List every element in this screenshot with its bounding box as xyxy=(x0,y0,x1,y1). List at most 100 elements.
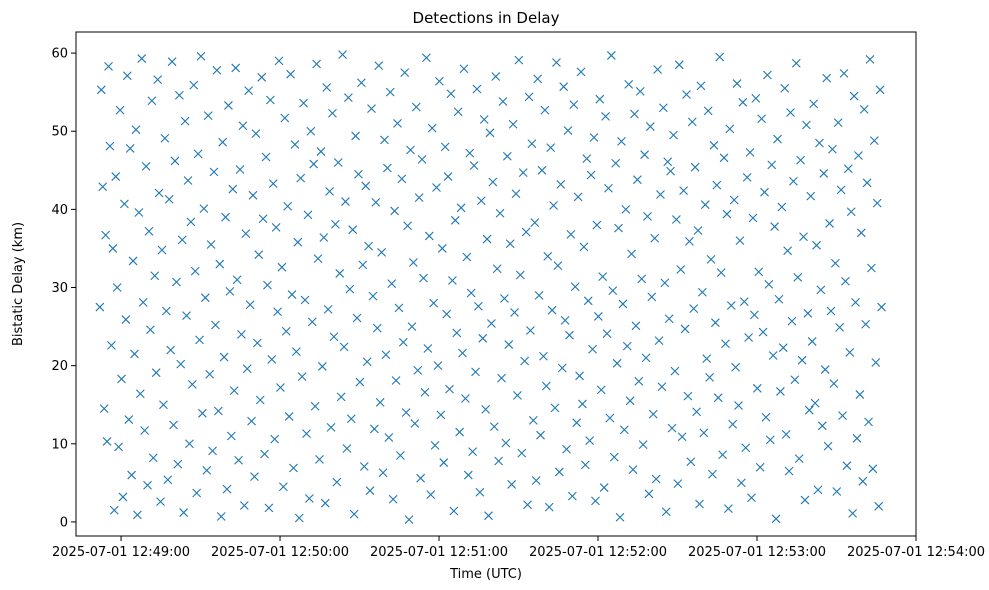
data-point xyxy=(666,166,675,176)
data-point xyxy=(96,85,106,95)
data-point xyxy=(372,323,382,333)
data-point xyxy=(341,197,350,206)
data-point xyxy=(742,172,752,182)
data-point xyxy=(187,380,197,389)
data-point xyxy=(356,78,366,88)
data-point xyxy=(764,280,774,289)
data-point xyxy=(432,183,441,192)
data-point xyxy=(679,186,688,196)
data-point xyxy=(794,454,804,464)
data-point xyxy=(108,244,118,253)
data-point xyxy=(781,430,791,439)
data-point xyxy=(628,465,638,474)
data-point xyxy=(365,486,375,496)
data-point xyxy=(335,269,345,278)
data-point xyxy=(296,173,306,183)
data-point xyxy=(429,298,439,308)
data-point xyxy=(316,147,326,156)
data-point xyxy=(104,61,113,71)
data-point xyxy=(112,283,122,292)
data-point xyxy=(440,142,450,152)
data-point xyxy=(403,221,413,231)
data-point xyxy=(167,57,177,67)
data-point xyxy=(523,500,532,510)
data-point xyxy=(228,184,238,194)
data-point xyxy=(406,145,415,155)
data-point xyxy=(658,103,668,113)
data-point xyxy=(361,181,371,191)
data-point xyxy=(686,457,696,467)
data-point xyxy=(731,362,741,372)
data-point xyxy=(159,400,168,410)
data-point xyxy=(609,452,619,462)
x-tick-label: 2025-07-01 12:52:00 xyxy=(529,545,667,560)
data-point xyxy=(810,398,820,408)
data-point xyxy=(787,316,797,326)
data-point xyxy=(611,158,621,168)
data-point xyxy=(362,357,372,367)
data-point xyxy=(825,219,834,228)
data-point xyxy=(637,274,647,284)
data-point xyxy=(757,114,767,124)
y-tick-label: 30 xyxy=(51,281,68,296)
data-point xyxy=(737,478,746,488)
data-point xyxy=(650,233,660,243)
data-point xyxy=(500,294,509,303)
x-axis: 2025-07-01 12:49:00 2025-07-01 12:50:00 20… xyxy=(52,536,985,560)
data-point xyxy=(251,129,261,138)
data-point xyxy=(644,489,654,499)
data-point xyxy=(719,153,729,163)
plot-area xyxy=(75,31,917,537)
data-point xyxy=(524,92,534,102)
data-point xyxy=(437,244,447,253)
data-point xyxy=(758,327,768,337)
data-point xyxy=(823,441,833,451)
data-point xyxy=(345,284,355,294)
data-point xyxy=(865,54,875,64)
data-point xyxy=(774,294,784,304)
data-point xyxy=(511,189,521,199)
data-point xyxy=(293,237,303,247)
data-point xyxy=(109,505,119,515)
data-point xyxy=(461,394,470,403)
data-point xyxy=(172,277,181,287)
data-point xyxy=(491,72,501,81)
data-point xyxy=(539,351,548,361)
data-point xyxy=(521,227,531,237)
data-point xyxy=(122,71,132,81)
x-tick-label: 2025-07-01 12:50:00 xyxy=(211,545,349,560)
data-point xyxy=(657,382,667,392)
data-point xyxy=(640,150,649,160)
data-point xyxy=(660,278,670,288)
data-point xyxy=(456,203,466,213)
data-point xyxy=(463,470,473,480)
data-point xyxy=(273,307,282,317)
data-point xyxy=(131,125,141,135)
data-point xyxy=(829,379,839,389)
data-point xyxy=(307,317,317,327)
data-point xyxy=(852,433,862,443)
data-point xyxy=(195,335,204,345)
y-tick-label: 0 xyxy=(60,515,68,530)
data-point xyxy=(394,303,404,313)
data-point xyxy=(859,104,869,114)
data-point xyxy=(202,465,212,475)
data-point xyxy=(426,490,436,499)
data-point xyxy=(439,458,449,467)
data-point xyxy=(562,444,571,454)
data-point xyxy=(414,193,424,203)
data-point xyxy=(352,313,362,323)
data-point xyxy=(784,466,794,476)
data-point xyxy=(213,406,223,416)
data-point xyxy=(237,330,246,339)
data-point xyxy=(557,363,567,373)
data-point xyxy=(820,365,830,374)
data-point xyxy=(252,338,262,348)
data-point xyxy=(816,285,826,295)
data-point xyxy=(268,179,278,188)
data-point xyxy=(583,296,593,306)
data-point xyxy=(770,222,780,231)
data-point xyxy=(200,293,210,303)
data-point xyxy=(380,135,389,145)
